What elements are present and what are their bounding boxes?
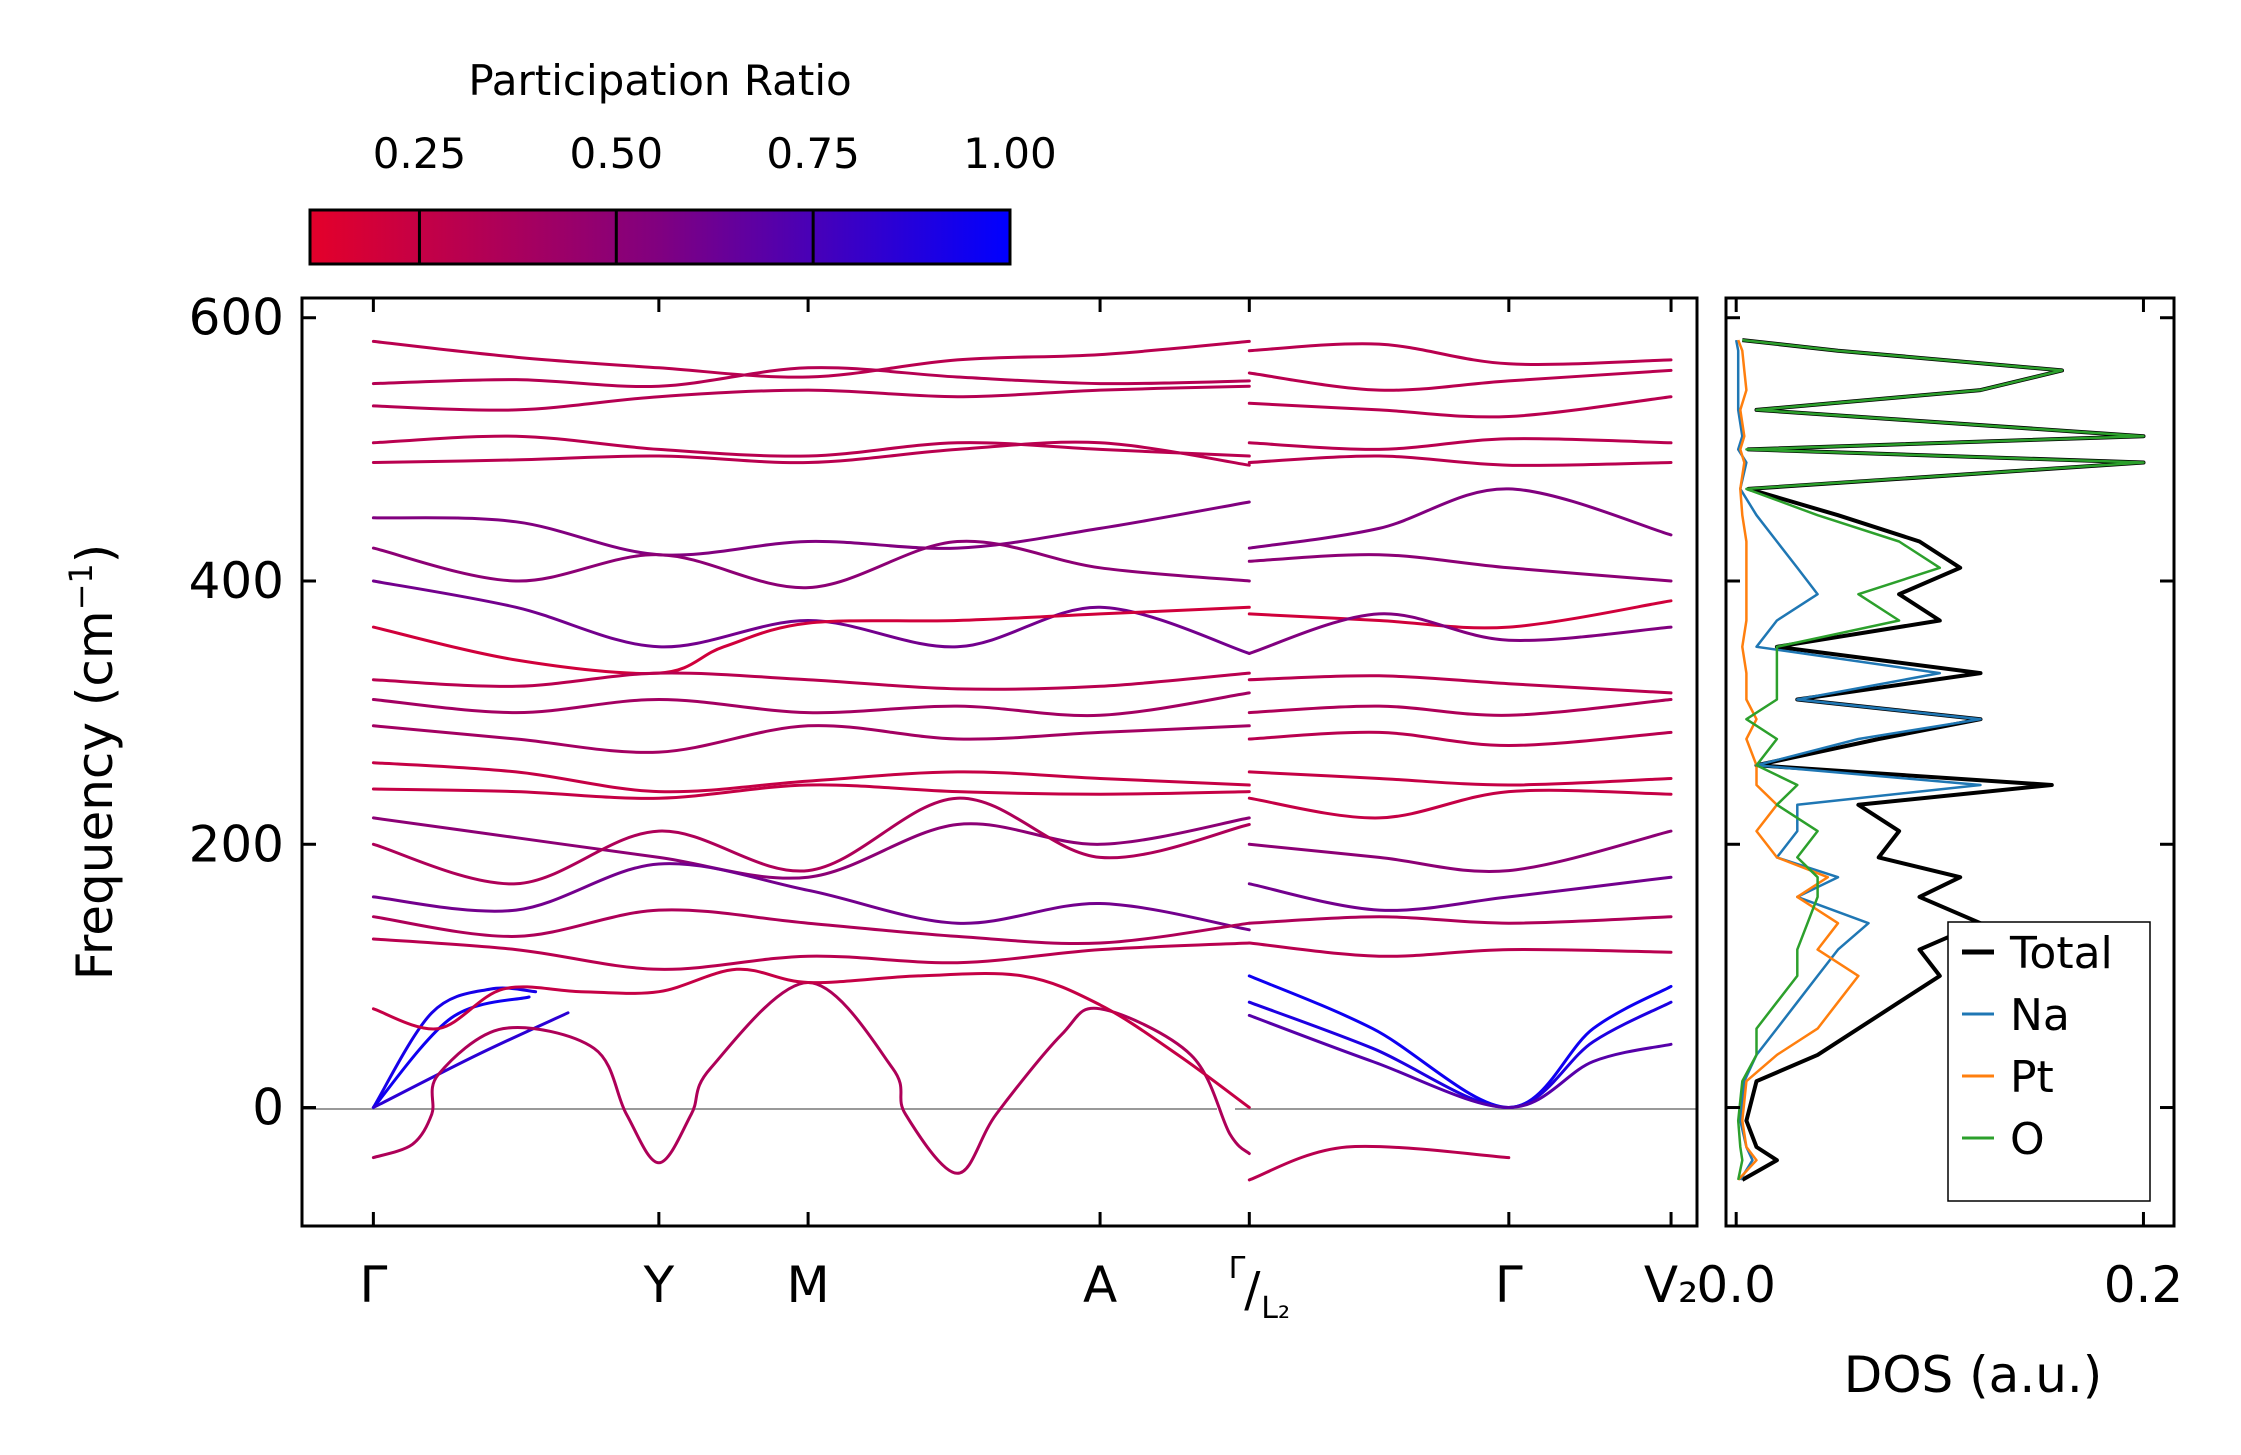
band-band-i2 [1247, 612, 1673, 655]
band-band-s [371, 937, 1251, 971]
frequency-tick-label-3: 400 [189, 552, 284, 610]
frequency-axis-unit-exponent: −1 [62, 563, 100, 610]
frequency-axis-title: Frequency (cm−1) [62, 544, 124, 981]
legend-label-total: Total [2009, 928, 2113, 979]
band-band-h [371, 579, 1251, 655]
band-low-optical-branch [371, 967, 1251, 1109]
dos-axis-ticks: 0.0 0.2 [1696, 298, 2183, 1314]
band-band-n2 [1247, 788, 1673, 820]
colorbar-ticks: 0.25 0.50 0.75 1.00 [373, 129, 1057, 264]
colorbar-label: Participation Ratio [468, 56, 851, 105]
dos-curve-na [1734, 339, 1982, 1181]
band-band-i [371, 605, 1251, 675]
legend-label-o: O [2010, 1114, 2045, 1165]
dos-axes-frame [1724, 296, 2176, 1228]
band-band-b2 [1247, 368, 1673, 392]
band-band-l [371, 724, 1251, 754]
band-band-q2 [1247, 915, 1673, 925]
frequency-tick-labels: 0 200 400 600 [189, 289, 284, 1137]
frequency-tick-label-2: 200 [189, 815, 284, 873]
colorbar-tick-label-3: 0.75 [766, 129, 860, 178]
kpoint-label-4: A [1083, 1256, 1117, 1314]
band-band-h2 [1247, 599, 1673, 630]
band-imaginary-branch-2 [1247, 1144, 1511, 1182]
band-acoustic-branch-3 [371, 1011, 570, 1109]
kpoint-label-1: Γ [359, 1256, 387, 1314]
kpoint-label-5-top: Γ [1229, 1251, 1246, 1286]
band-band-q [371, 862, 1251, 932]
dos-panel: 0.0 0.2 DOS (a.u.) Total Na Pt O [1696, 296, 2183, 1404]
kpoint-label-6: Γ [1495, 1256, 1523, 1314]
band-band-a2 [1247, 342, 1673, 366]
frequency-tick-label-1: 0 [252, 1079, 284, 1137]
band-band-j [371, 671, 1251, 691]
band-axis-ticks [302, 298, 1673, 1226]
band-band-r2 [1247, 941, 1673, 958]
band-band-o2 [1247, 829, 1673, 873]
phonon-bands [371, 339, 1673, 1182]
band-band-p [371, 796, 1251, 886]
band-band-b [371, 366, 1251, 388]
band-acoustic-branch-1 [371, 986, 538, 1109]
band-band-e [371, 440, 1251, 467]
kpoint-label-2: Y [643, 1256, 675, 1314]
colorbar-tick-label-1: 0.25 [373, 129, 467, 178]
dos-axis-title: DOS (a.u.) [1844, 1346, 2103, 1404]
band-band-c [371, 384, 1251, 412]
band-band-a [371, 339, 1251, 379]
frequency-axis-text: Frequency (cm [66, 610, 124, 980]
band-band-m [371, 761, 1251, 794]
colorbar-tick-label-4: 1.00 [963, 129, 1057, 178]
band-band-g2 [1247, 553, 1673, 583]
band-band-d [371, 434, 1251, 458]
band-band-e2 [1247, 454, 1673, 467]
kpoint-label-3: M [787, 1256, 830, 1314]
band-imaginary-branch [371, 981, 1251, 1175]
kpoint-labels: Γ Y M A Γ/L₂ Γ V₂ [359, 1251, 1698, 1326]
band-band-n [371, 783, 1251, 800]
band-band-c2 [1247, 395, 1673, 419]
dos-tick-label-1: 0.0 [1696, 1256, 1776, 1314]
band-band-g [371, 539, 1251, 590]
colorbar-gradient [308, 208, 1012, 266]
dos-curve-pt [1737, 339, 1860, 1181]
band-band-l2 [1247, 730, 1673, 747]
frequency-tick-label-4: 600 [189, 289, 284, 347]
band-band-j2 [1247, 674, 1673, 695]
frequency-axis-paren: ) [66, 544, 124, 564]
band-acoustic-branch-3b [1247, 1013, 1673, 1109]
band-band-f [371, 500, 1251, 557]
band-band-o [371, 816, 1251, 880]
band-acoustic-branch-2 [371, 995, 531, 1109]
band-band-f2 [1247, 487, 1673, 550]
band-band-k [371, 691, 1251, 718]
band-band-p2 [1247, 875, 1673, 912]
kpoint-label-5-bottom: L₂ [1261, 1291, 1290, 1326]
kpoint-label-7: V₂ [1644, 1256, 1698, 1314]
dos-legend: Total Na Pt O [1947, 921, 2151, 1202]
colorbar-tick-label-2: 0.50 [570, 129, 664, 178]
dos-curves [1734, 338, 2146, 1182]
band-axes-frame [300, 296, 1699, 1228]
legend-frame [1947, 921, 2151, 1202]
band-band-k2 [1247, 698, 1673, 717]
colorbar: Participation Ratio 0.25 0.50 0.75 1.00 [308, 56, 1057, 266]
kpoint-label-5-slash: / [1244, 1262, 1261, 1318]
band-acoustic-branch-1b [1247, 974, 1673, 1109]
legend-label-na: Na [2010, 990, 2070, 1041]
band-band-d2 [1247, 437, 1673, 451]
band-band-r [371, 908, 1251, 946]
band-band-m2 [1247, 770, 1673, 787]
dos-curve-o [1736, 338, 2145, 1181]
dos-tick-label-2: 0.2 [2104, 1256, 2184, 1314]
legend-label-pt: Pt [2010, 1052, 2054, 1103]
